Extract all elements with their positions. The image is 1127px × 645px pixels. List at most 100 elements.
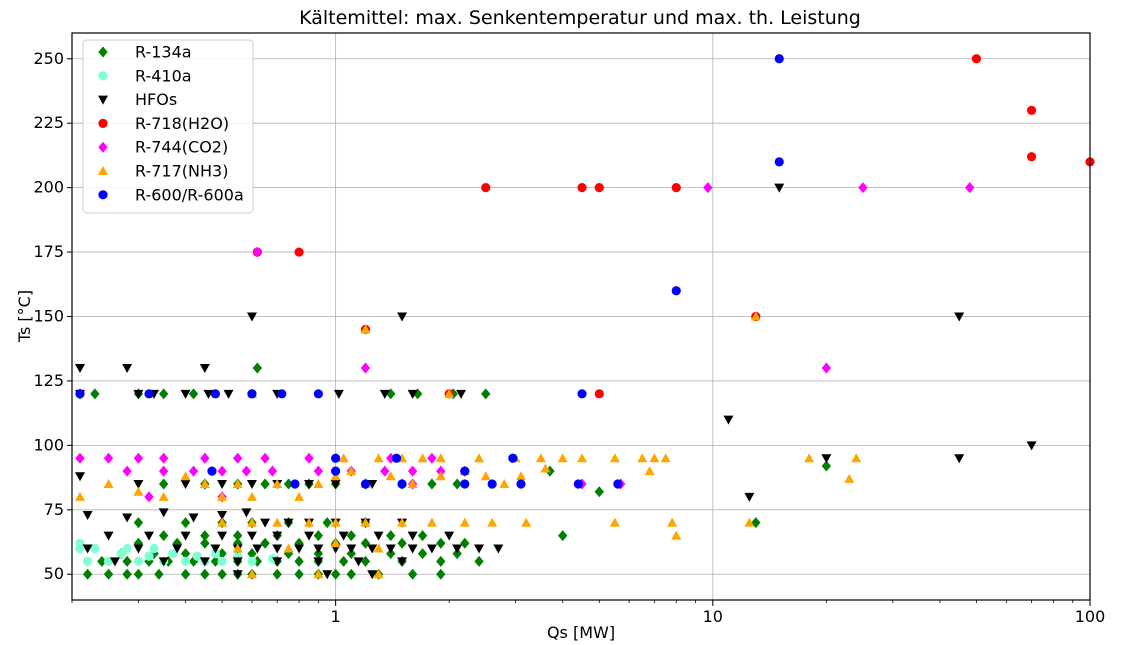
data-point xyxy=(283,518,294,528)
data-point xyxy=(660,453,671,463)
data-point xyxy=(217,548,227,560)
data-point xyxy=(154,568,164,580)
data-point xyxy=(180,480,191,490)
data-point xyxy=(200,568,210,580)
data-point xyxy=(360,537,371,549)
data-point xyxy=(723,415,734,425)
data-point xyxy=(338,453,349,463)
data-point xyxy=(330,538,341,548)
legend-label: HFOs xyxy=(135,90,177,109)
data-point xyxy=(338,531,349,541)
data-point xyxy=(346,466,357,476)
legend-marker xyxy=(98,190,108,200)
data-point xyxy=(83,556,93,566)
data-point xyxy=(210,555,221,567)
data-point xyxy=(272,479,283,489)
data-point xyxy=(217,531,228,541)
data-point xyxy=(460,537,470,549)
legend-marker xyxy=(98,71,108,81)
data-point xyxy=(330,568,341,580)
data-point xyxy=(122,555,132,567)
legend-label: R-410a xyxy=(135,66,192,85)
y-tick-label: 200 xyxy=(33,178,64,197)
data-point xyxy=(290,479,300,489)
chart-title: Kältemittel: max. Senkentemperatur und m… xyxy=(299,7,861,29)
data-point xyxy=(200,452,210,464)
data-point xyxy=(122,513,133,523)
data-point xyxy=(577,453,588,463)
data-point xyxy=(407,531,418,541)
data-point xyxy=(386,452,396,464)
data-point xyxy=(671,530,682,540)
legend-label: R-718(H2O) xyxy=(135,114,229,133)
data-point xyxy=(671,286,681,296)
data-point xyxy=(180,548,191,560)
series-r-717-nh3- xyxy=(74,311,862,579)
data-point xyxy=(168,549,178,559)
data-point xyxy=(821,454,832,464)
data-point xyxy=(103,479,114,489)
data-point xyxy=(577,389,587,399)
data-point xyxy=(480,471,491,481)
data-point xyxy=(158,388,169,400)
data-point xyxy=(252,362,263,374)
legend-label: R-134a xyxy=(135,43,192,62)
data-point xyxy=(294,544,305,554)
data-point xyxy=(133,389,144,399)
data-point xyxy=(277,389,287,399)
data-point xyxy=(313,389,323,399)
data-point xyxy=(487,479,497,489)
data-point xyxy=(613,479,623,489)
data-point xyxy=(452,478,462,490)
data-point xyxy=(103,531,114,541)
data-point xyxy=(774,157,784,167)
data-point xyxy=(637,453,648,463)
data-point xyxy=(322,570,333,580)
data-point xyxy=(346,544,357,554)
data-point xyxy=(192,551,202,561)
data-point xyxy=(188,513,199,523)
data-point xyxy=(144,389,154,399)
data-point xyxy=(971,54,982,64)
data-point xyxy=(272,557,283,567)
data-point xyxy=(246,480,257,490)
data-point xyxy=(407,389,418,399)
data-point xyxy=(750,311,761,321)
data-point xyxy=(133,544,144,554)
data-point xyxy=(283,478,294,490)
data-point xyxy=(103,568,114,580)
data-point xyxy=(247,556,257,566)
data-point xyxy=(158,557,169,567)
data-point xyxy=(163,555,173,567)
data-point xyxy=(246,491,257,501)
data-point xyxy=(203,389,214,399)
data-point xyxy=(481,183,491,193)
data-point xyxy=(373,531,384,541)
data-point xyxy=(304,480,315,490)
legend-label: R-744(CO2) xyxy=(135,138,228,157)
series-r-600-r-600a xyxy=(75,54,784,489)
data-point xyxy=(481,388,491,400)
legend-entry: R-718(H2O) xyxy=(98,114,229,133)
data-point xyxy=(804,453,815,463)
data-point xyxy=(644,466,655,476)
data-point xyxy=(331,466,341,476)
data-point xyxy=(386,530,396,542)
data-point xyxy=(90,543,100,554)
data-point xyxy=(474,555,484,567)
data-point xyxy=(232,570,243,580)
data-point xyxy=(143,531,154,541)
data-point xyxy=(338,555,349,567)
data-point xyxy=(558,530,568,542)
data-point xyxy=(133,452,144,464)
data-point xyxy=(774,54,784,64)
data-point xyxy=(474,544,485,554)
data-point xyxy=(379,389,390,399)
data-point xyxy=(217,491,228,501)
y-tick-label: 175 xyxy=(33,242,64,261)
data-point xyxy=(508,453,518,463)
data-point xyxy=(304,452,314,464)
data-point xyxy=(744,517,755,527)
data-point xyxy=(427,452,437,464)
data-point xyxy=(499,479,510,489)
